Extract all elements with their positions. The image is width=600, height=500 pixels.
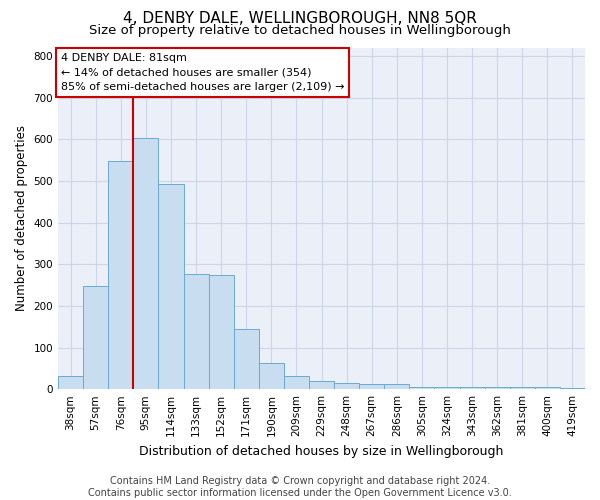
Bar	[58, 376, 83, 389]
Bar	[209, 274, 233, 389]
Text: Contains HM Land Registry data © Crown copyright and database right 2024.
Contai: Contains HM Land Registry data © Crown c…	[88, 476, 512, 498]
Bar	[510, 386, 535, 389]
Bar	[158, 184, 184, 389]
Bar	[409, 386, 434, 389]
Text: 4, DENBY DALE, WELLINGBOROUGH, NN8 5QR: 4, DENBY DALE, WELLINGBOROUGH, NN8 5QR	[123, 11, 477, 26]
Bar	[83, 286, 108, 389]
Bar	[334, 383, 359, 389]
Text: Size of property relative to detached houses in Wellingborough: Size of property relative to detached ho…	[89, 24, 511, 37]
Bar	[284, 376, 309, 389]
Bar	[233, 329, 259, 389]
Y-axis label: Number of detached properties: Number of detached properties	[15, 126, 28, 312]
Bar	[535, 387, 560, 389]
Bar	[133, 138, 158, 389]
Bar	[384, 384, 409, 389]
Bar	[184, 274, 209, 389]
Bar	[434, 387, 460, 389]
Bar	[560, 388, 585, 389]
Bar	[359, 384, 384, 389]
Bar	[460, 386, 485, 389]
X-axis label: Distribution of detached houses by size in Wellingborough: Distribution of detached houses by size …	[139, 444, 504, 458]
Text: 4 DENBY DALE: 81sqm
← 14% of detached houses are smaller (354)
85% of semi-detac: 4 DENBY DALE: 81sqm ← 14% of detached ho…	[61, 52, 344, 92]
Bar	[108, 161, 133, 389]
Bar	[485, 387, 510, 389]
Bar	[259, 364, 284, 389]
Bar	[309, 381, 334, 389]
